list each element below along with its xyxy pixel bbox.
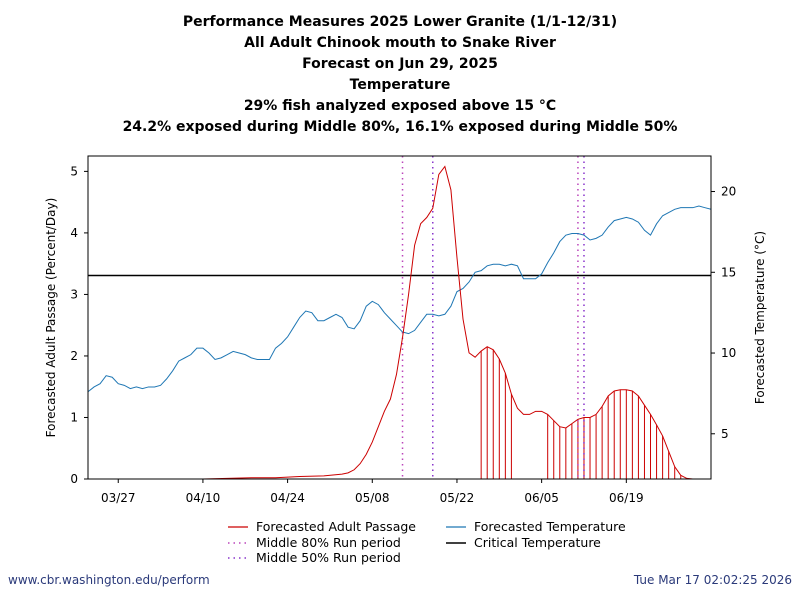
legend-middle50: Middle 50% Run period [228, 550, 401, 565]
footer-url[interactable]: www.cbr.washington.edu/perform [8, 573, 210, 587]
chart-title: Performance Measures 2025 Lower Granite … [182, 14, 618, 30]
legend-middle80-label: Middle 80% Run period [256, 535, 401, 550]
legend-temperature-swatch [446, 525, 466, 528]
legend-critical: Critical Temperature [446, 535, 601, 550]
legend-temperature: Forecasted Temperature [446, 519, 626, 534]
chart-subtitle-exposed: 29% fish analyzed exposed above 15 °C [243, 98, 557, 114]
x-tick-label: 03/27 [101, 491, 136, 505]
title-block: Performance Measures 2025 Lower Granite … [0, 12, 800, 138]
passage-series-line [88, 165, 711, 480]
chart-subtitle-species: All Adult Chinook mouth to Snake River [244, 35, 556, 51]
y2-tick-label: 20 [721, 185, 736, 199]
y-tick-label: 4 [70, 226, 78, 240]
y-tick-label: 3 [70, 287, 78, 301]
x-tick-label: 05/22 [440, 491, 475, 505]
x-tick-label: 06/19 [609, 491, 644, 505]
y-tick-label: 0 [70, 472, 78, 486]
temperature-series-line [87, 205, 712, 393]
y-tick-label: 5 [70, 164, 78, 178]
chart-subtitle-measure: Temperature [349, 77, 451, 93]
legend-passage-label: Forecasted Adult Passage [256, 519, 416, 534]
y-tick-label: 2 [70, 349, 78, 363]
legend-critical-swatch [446, 541, 466, 544]
chart-subtitle-forecast: Forecast on Jun 29, 2025 [302, 56, 498, 72]
footer-timestamp: Tue Mar 17 02:02:25 2026 [633, 573, 792, 587]
y2-tick-label: 10 [721, 346, 736, 360]
legend-middle80: Middle 80% Run period [228, 535, 401, 550]
chart-subtitle-middle-exposure: 24.2% exposed during Middle 80%, 16.1% e… [122, 119, 678, 135]
y2-tick-label: 5 [721, 427, 729, 441]
y-axis-label: Forecasted Adult Passage (Percent/Day) [44, 198, 58, 438]
legend-critical-label: Critical Temperature [474, 535, 601, 550]
y-tick-label: 1 [70, 410, 78, 424]
plot-frame [87, 155, 712, 480]
legend-middle50-label: Middle 50% Run period [256, 550, 401, 565]
x-tick-label: 04/24 [270, 491, 305, 505]
y2-tick-label: 15 [721, 265, 736, 279]
legend-middle50-swatch [228, 556, 248, 559]
x-tick-label: 06/05 [524, 491, 559, 505]
legend-middle80-swatch [228, 541, 248, 544]
legend-temperature-label: Forecasted Temperature [474, 519, 626, 534]
legend-passage: Forecasted Adult Passage [228, 519, 416, 534]
x-tick-label: 05/08 [355, 491, 390, 505]
x-tick-label: 04/10 [186, 491, 221, 505]
legend-passage-swatch [228, 525, 248, 528]
y2-axis-label: Forecasted Temperature (°C) [753, 231, 767, 404]
